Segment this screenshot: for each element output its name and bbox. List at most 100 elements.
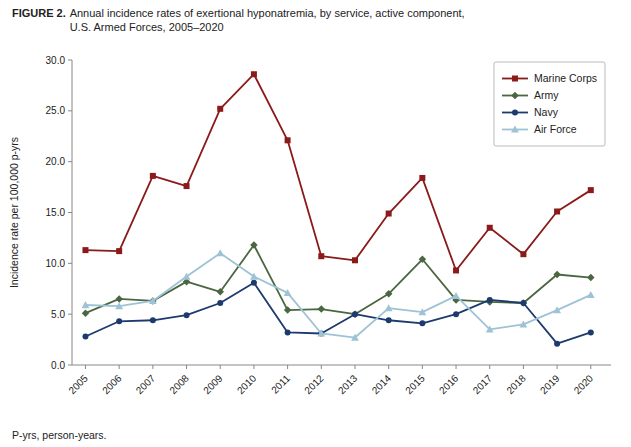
data-point [554,208,560,214]
axes: 0.05.010.015.020.025.030.020052006200720… [46,55,611,397]
x-tick [557,365,558,369]
data-point [317,330,325,337]
series-line [85,253,590,337]
x-tick-label: 2017 [471,372,495,396]
legend-item: Army [502,89,559,101]
data-point [588,187,594,193]
y-axis-label: Incidence rate per 100,000 p-yrs [8,137,20,288]
subtitle-line: Annual incidence rates of exertional hyp… [70,7,465,19]
y-tick-label: 15.0 [46,207,66,218]
data-point [115,295,123,303]
data-point [149,297,157,304]
y-tick [68,110,72,111]
x-tick [253,365,254,369]
x-tick [523,365,524,369]
x-tick-label: 2011 [269,372,292,395]
series [82,249,595,340]
chart: FIGURE 2. Annual incidence rates of exert… [0,0,631,447]
x-tick [85,365,86,369]
data-point [150,173,156,179]
data-point [419,175,425,181]
x-tick [186,365,187,369]
y-tick [68,161,72,162]
legend-item: Marine Corps [502,72,597,84]
data-point [250,273,258,280]
x-tick [489,365,490,369]
x-tick [119,365,120,369]
x-tick-label: 2012 [302,372,326,396]
data-point [184,183,190,189]
data-point [487,297,493,303]
data-point [251,71,257,77]
legend-label: Marine Corps [534,72,597,84]
x-tick-label: 2018 [504,372,528,396]
x-tick-label: 2009 [201,372,225,396]
y-tick-label: 0.0 [51,360,65,371]
data-point [419,320,425,326]
data-point [520,300,526,306]
data-point [116,318,122,324]
data-point [284,289,292,296]
series-line [85,245,590,314]
data-point [82,309,90,317]
data-point [553,306,561,313]
legend-label: Army [534,89,559,101]
subtitle-line: U.S. Armed Forces, 2005–2020 [70,21,224,33]
legend-label: Air Force [534,123,577,135]
y-tick [68,365,72,366]
data-point [217,106,223,112]
title: FIGURE 2. [12,7,66,19]
data-point [285,329,291,335]
data-point [82,334,88,340]
data-point [452,292,460,299]
data-point [116,248,122,254]
data-point [251,280,257,286]
x-tick [590,365,591,369]
data-point [250,241,258,249]
data-point [318,253,324,259]
data-point [554,341,560,347]
y-tick [68,212,72,213]
legend-box [494,62,605,146]
data-point [418,308,426,315]
data-point [82,247,88,253]
data-point [82,301,90,308]
data-point [285,137,291,143]
series [82,241,595,318]
data-point [587,274,595,282]
x-tick-label: 2015 [403,372,427,396]
data-point [183,273,191,280]
x-tick-label: 2007 [134,372,158,396]
x-tick-label: 2006 [100,372,124,396]
data-point [487,225,493,231]
x-tick [152,365,153,369]
x-tick-label: 2013 [336,372,360,396]
data-point [351,310,359,318]
data-point [587,291,595,298]
data-point [150,317,156,323]
data-point [385,304,393,311]
y-tick-label: 10.0 [46,258,66,269]
legend-marker [511,92,519,100]
data-point [453,311,459,317]
plot-data [82,71,595,346]
data-point [588,329,594,335]
data-point [352,311,358,317]
data-point [216,249,224,256]
data-point [217,300,223,306]
data-point [115,302,123,309]
data-point [386,317,392,323]
data-point [520,320,528,327]
x-tick-label: 2014 [370,372,394,396]
data-point [520,251,526,257]
legend-item: Navy [502,106,559,118]
data-point [184,312,190,318]
series [82,280,593,347]
x-tick-label: 2020 [572,372,596,396]
data-point [553,271,561,279]
legend-marker [511,126,519,133]
y-tick [68,60,72,61]
data-point [453,267,459,273]
y-tick [68,263,72,264]
legend-label: Navy [534,106,559,118]
